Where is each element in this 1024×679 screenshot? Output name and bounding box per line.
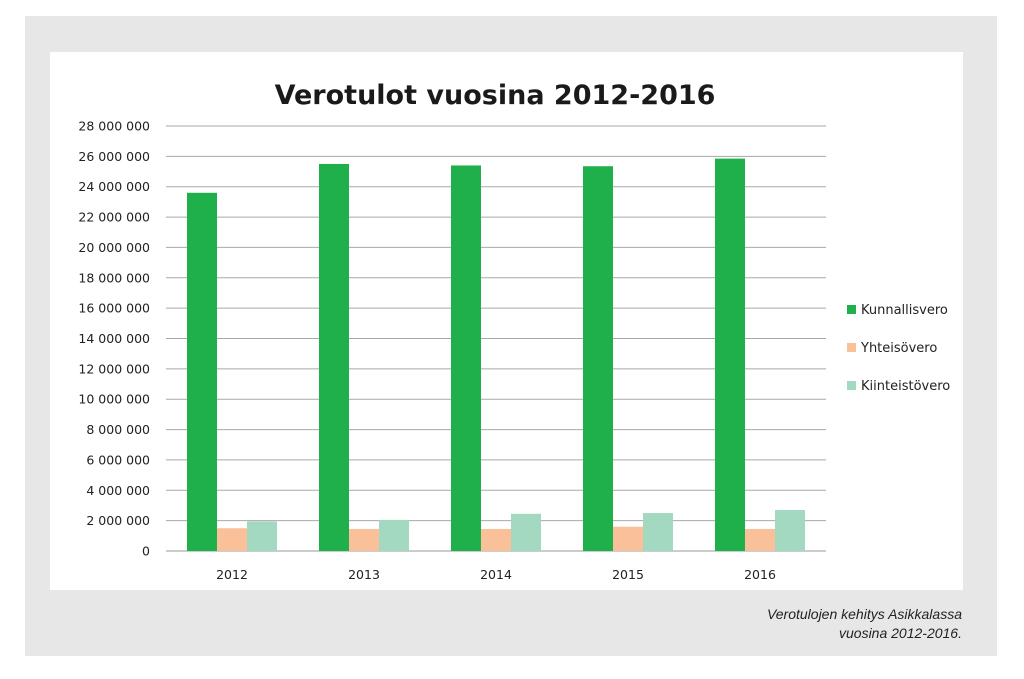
bar-yhteisövero-2015 [613,526,643,551]
bar-yhteisövero-2016 [745,528,775,551]
bar-kunnallisvero-2012 [187,192,217,552]
caption-line-1: Verotulojen kehitys Asikkalassa [766,606,962,622]
bar-kunnallisvero-2013 [319,163,349,552]
bar-kunnallisvero-2014 [451,165,481,551]
y-tick-label: 24 000 000 [78,179,150,194]
chart-panel: Verotulot vuosina 2012-2016 0 2 000 000 4 … [50,52,963,590]
bar-kiinteistövero-2016 [775,510,805,551]
y-tick-label: 22 000 000 [78,210,150,225]
bar-kunnallisvero-2016 [715,158,745,552]
bar-kunnallisvero-2015 [583,166,613,551]
y-tick-label: 10 000 000 [78,392,150,407]
bar-kiinteistövero-2014 [511,513,541,551]
y-tick-label: 14 000 000 [78,331,150,346]
x-tick-label: 2015 [612,567,644,582]
y-tick-label: 20 000 000 [78,240,150,255]
caption-line-2: vuosina 2012-2016. [839,625,962,641]
y-tick-label: 2 000 000 [86,513,150,528]
legend-swatch [847,343,856,352]
legend-label: Yhteisövero [860,341,937,356]
x-tick-label: 2016 [744,567,776,582]
x-tick-label: 2014 [480,567,512,582]
y-tick-label: 8 000 000 [86,422,150,437]
legend-label: Kunnallisvero [861,303,948,318]
bar-kiinteistövero-2015 [643,513,673,551]
figure-caption: Verotulojen kehitys Asikkalassa vuosina … [767,605,962,643]
y-tick-label: 4 000 000 [86,483,150,498]
bar-yhteisövero-2012 [217,528,247,551]
y-tick-label: 18 000 000 [78,270,150,285]
bar-kiinteistövero-2013 [379,519,409,551]
x-tick-label: 2013 [348,567,380,582]
chart-title: Verotulot vuosina 2012-2016 [275,80,716,111]
legend-swatch [847,381,856,390]
bar-yhteisövero-2014 [481,528,511,551]
bar-yhteisövero-2013 [349,528,379,551]
bar-kiinteistövero-2012 [247,521,277,551]
bar-chart: Verotulot vuosina 2012-2016 0 2 000 000 4 … [78,80,950,582]
y-tick-label: 6 000 000 [86,452,150,467]
x-tick-label: 2012 [216,567,248,582]
legend-swatch [847,305,856,314]
legend-label: Kiinteistövero [861,379,950,394]
y-tick-label: 16 000 000 [78,301,150,316]
y-tick-label: 12 000 000 [78,361,150,376]
y-tick-label: 26 000 000 [78,149,150,164]
y-tick-label: 28 000 000 [78,119,150,134]
y-tick-label: 0 [142,544,150,559]
